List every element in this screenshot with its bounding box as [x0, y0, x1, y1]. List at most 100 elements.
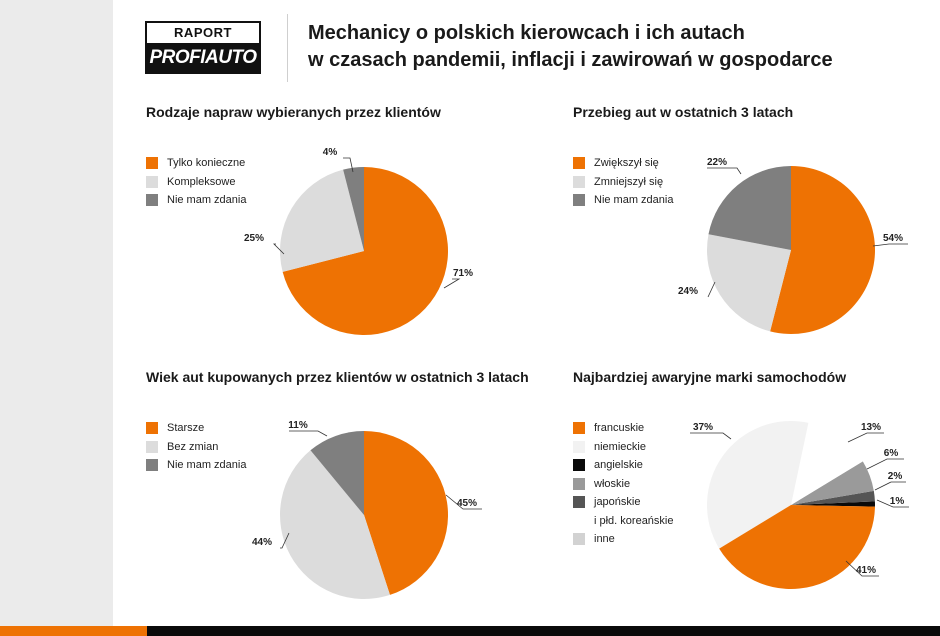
chart-3-legend: Starsze Bez zmian Nie mam zdania	[146, 419, 246, 475]
chart-4-leader-1	[845, 560, 879, 577]
chart-1-slice-3	[343, 167, 364, 251]
chart-4-leader-2	[690, 432, 732, 440]
chart-3-legend-item: Bez zmian	[146, 438, 246, 457]
chart-4-legend-swatch	[573, 477, 585, 490]
chart-2-legend-label: Nie mam zdania	[594, 194, 674, 207]
chart-1-legend-item: Tylko konieczne	[146, 154, 246, 173]
chart-2-legend-swatch	[573, 157, 585, 170]
chart-3-slice-2	[280, 450, 390, 599]
chart-4-legend-label: japońskie	[594, 496, 641, 509]
chart-3-legend-item: Starsze	[146, 419, 246, 438]
chart-4-legend-swatch	[573, 514, 585, 527]
chart-4-slice-6	[791, 422, 863, 505]
logo-brand-part-b: AUTO	[205, 47, 257, 68]
chart-1-legend-label: Nie mam zdania	[167, 194, 247, 207]
chart-4-legend-item: angielskie	[573, 456, 674, 475]
chart-4-slice-3	[791, 501, 875, 507]
chart-3-data-label-1: 45%	[457, 498, 477, 509]
chart-4-data-label-3: 1%	[890, 496, 905, 507]
chart-1-data-label-2: 25%	[244, 233, 264, 244]
chart-3-leader-2	[280, 532, 290, 549]
chart-2-legend-label: Zwiększył się	[594, 157, 659, 170]
chart-4-legend-label: angielskie	[594, 459, 643, 472]
chart-3-data-label-2: 44%	[252, 537, 272, 548]
chart-4-data-label-4: 6%	[884, 448, 899, 459]
chart-4-legend-label: włoskie	[594, 477, 631, 490]
chart-2-leader-1	[872, 243, 908, 247]
chart-1-legend-item: Nie mam zdania	[146, 191, 246, 210]
chart-2-leader-3	[707, 167, 742, 175]
chart-2-legend-item: Nie mam zdania	[573, 191, 673, 210]
chart-1-data-label-1: 71%	[453, 268, 473, 279]
chart-3-legend-swatch	[146, 440, 158, 453]
chart-4-legend-swatch	[573, 440, 585, 453]
chart-4-legend-swatch	[573, 459, 585, 472]
chart-4-legend-label: i płd. koreańskie	[594, 514, 674, 527]
chart-4-legend-item: włoskie	[573, 475, 674, 494]
chart-2-slice-2	[707, 234, 791, 332]
chart-4-legend-swatch	[573, 422, 585, 435]
chart-4-data-label-5: 2%	[888, 471, 903, 482]
chart-4-data-label-1: 41%	[856, 565, 876, 576]
chart-2-data-label-3: 22%	[707, 157, 727, 168]
chart-3-legend-label: Nie mam zdania	[167, 459, 247, 472]
chart-1-legend-label: Tylko konieczne	[167, 157, 246, 170]
chart-1-leader-1	[443, 278, 461, 289]
chart-3-slice-1	[364, 431, 449, 595]
logo-brand: PROFIAUTO	[147, 43, 259, 72]
chart-2-slice-1	[770, 166, 876, 335]
chart-2-legend-swatch	[573, 175, 585, 188]
chart-1-title: Rodzaje napraw wybieranych przez klientó…	[146, 104, 441, 120]
chart-2-title: Przebieg aut w ostatnich 3 latach	[573, 104, 794, 120]
chart-1-legend-swatch	[146, 175, 158, 188]
chart-4-legend-swatch	[573, 496, 585, 509]
header-divider	[287, 14, 288, 82]
chart-4-leader-6	[847, 432, 884, 443]
chart-4-slice-5	[791, 490, 875, 505]
chart-1-data-label-3: 4%	[323, 147, 338, 158]
chart-3-leader-3	[289, 430, 328, 437]
profiauto-logo: RAPORT PROFIAUTO	[145, 21, 261, 74]
chart-3-legend-label: Bez zmian	[167, 440, 219, 453]
chart-3-legend-swatch	[146, 459, 158, 472]
chart-2-leader-2	[707, 281, 716, 298]
chart-1-legend-label: Kompleksowe	[167, 175, 236, 188]
chart-4-legend-label: inne	[594, 533, 615, 546]
chart-2-legend-item: Zmniejszył się	[573, 173, 673, 192]
footer-bar-accent	[0, 626, 147, 636]
chart-4-legend-label: niemieckie	[594, 440, 646, 453]
chart-1-legend-swatch	[146, 157, 158, 170]
chart-4-legend: francuskie niemieckie angielskie włoskie jap…	[573, 419, 674, 549]
chart-4-legend-label: francuskie	[594, 422, 645, 435]
chart-1-slice-2	[280, 169, 364, 272]
title-line-1: Mechanicy o polskich kierowcach i ich au…	[308, 22, 745, 44]
chart-1-legend-item: Kompleksowe	[146, 173, 246, 192]
chart-1-legend-swatch	[146, 194, 158, 207]
chart-4-slice-1	[719, 505, 875, 589]
chart-4-leader-3	[876, 499, 909, 508]
title-line-2: w czasach pandemii, inflacji i zawirowań…	[308, 49, 833, 71]
chart-1-slice-1	[282, 167, 449, 335]
chart-2-legend-item: Zwiększył się	[573, 154, 673, 173]
chart-3-leader-1	[445, 494, 482, 510]
chart-4-legend-item: i płd. koreańskie	[573, 512, 674, 531]
chart-3-legend-label: Starsze	[167, 422, 205, 435]
chart-3-data-label-3: 11%	[288, 420, 308, 431]
chart-4-title: Najbardziej awaryjne marki samochodów	[573, 369, 847, 385]
chart-2-legend: Zwiększył się Zmniejszył się Nie mam zdani…	[573, 154, 673, 210]
logo-raport-label: RAPORT	[174, 25, 232, 40]
chart-2-data-label-2: 24%	[678, 286, 698, 297]
chart-1-legend: Tylko konieczne Kompleksowe Nie mam zdania	[146, 154, 246, 210]
chart-1-leader-2	[273, 243, 285, 255]
chart-4-leader-4	[866, 458, 904, 470]
chart-3-slice-3	[310, 431, 364, 515]
chart-4-legend-item: japońskie	[573, 493, 674, 512]
chart-2-slice-3	[708, 166, 791, 250]
chart-4-leader-5	[874, 481, 906, 491]
chart-2-data-label-1: 54%	[883, 233, 903, 244]
chart-4-legend-item: inne	[573, 530, 674, 549]
page-title: Mechanicy o polskich kierowcach i ich au…	[308, 20, 928, 74]
chart-4-legend-item: francuskie	[573, 419, 674, 438]
chart-1-leader-3	[343, 157, 354, 173]
chart-4-slice-4	[791, 461, 874, 505]
